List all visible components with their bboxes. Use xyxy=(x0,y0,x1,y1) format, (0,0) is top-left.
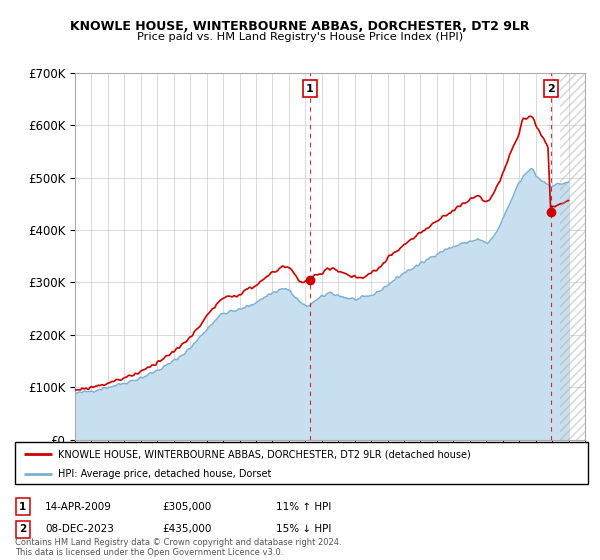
Text: 1: 1 xyxy=(19,502,26,512)
Text: 2: 2 xyxy=(547,83,554,94)
Text: HPI: Average price, detached house, Dorset: HPI: Average price, detached house, Dors… xyxy=(58,469,271,479)
Text: 08-DEC-2023: 08-DEC-2023 xyxy=(45,524,114,534)
Text: Contains HM Land Registry data © Crown copyright and database right 2024.
This d: Contains HM Land Registry data © Crown c… xyxy=(15,538,341,557)
Text: £305,000: £305,000 xyxy=(162,502,211,512)
Text: Price paid vs. HM Land Registry's House Price Index (HPI): Price paid vs. HM Land Registry's House … xyxy=(137,32,463,43)
Text: 15% ↓ HPI: 15% ↓ HPI xyxy=(276,524,331,534)
Text: £435,000: £435,000 xyxy=(162,524,211,534)
Text: 1: 1 xyxy=(306,83,314,94)
Text: 11% ↑ HPI: 11% ↑ HPI xyxy=(276,502,331,512)
Text: 2: 2 xyxy=(19,524,26,534)
Bar xyxy=(560,73,585,440)
Text: 14-APR-2009: 14-APR-2009 xyxy=(45,502,112,512)
Text: KNOWLE HOUSE, WINTERBOURNE ABBAS, DORCHESTER, DT2 9LR (detached house): KNOWLE HOUSE, WINTERBOURNE ABBAS, DORCHE… xyxy=(58,449,471,459)
Text: KNOWLE HOUSE, WINTERBOURNE ABBAS, DORCHESTER, DT2 9LR: KNOWLE HOUSE, WINTERBOURNE ABBAS, DORCHE… xyxy=(70,20,530,32)
